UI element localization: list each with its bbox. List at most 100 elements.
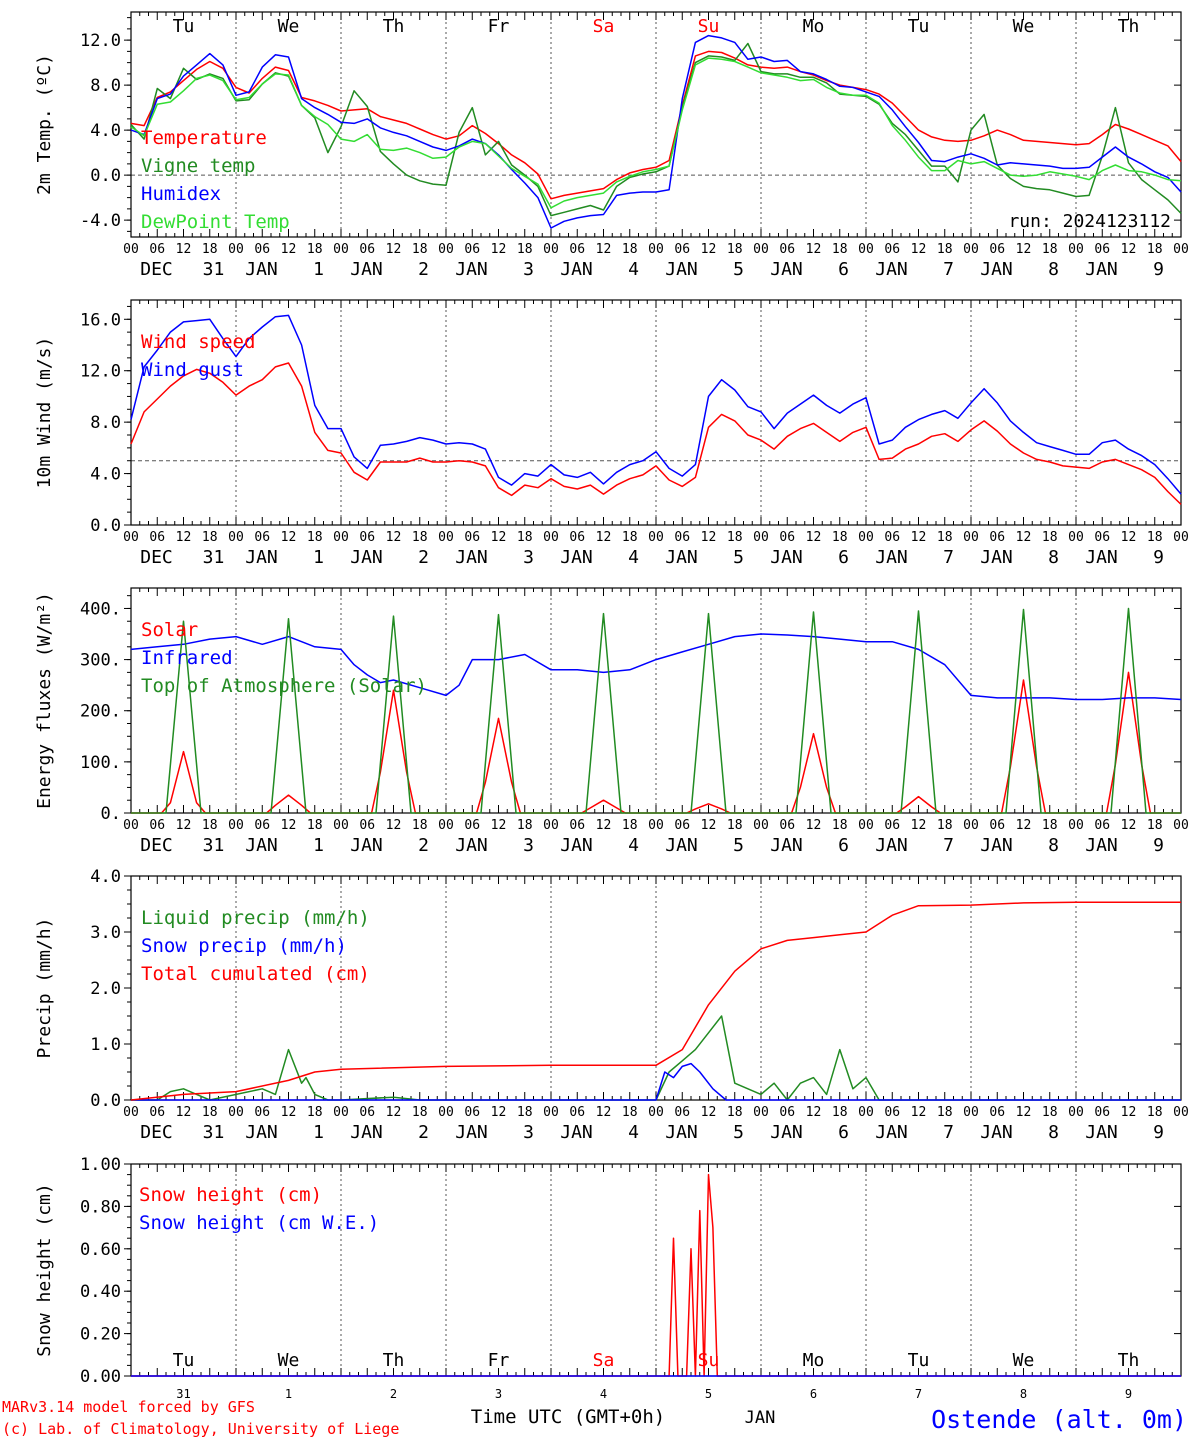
x-hour-label: 00: [963, 242, 979, 257]
x-hour-label: 00: [648, 818, 664, 833]
x-hour-label: 06: [779, 530, 795, 545]
date-month-label: JAN: [770, 547, 803, 568]
x-hour-label: 00: [1068, 242, 1084, 257]
x-hour-label: 06: [884, 1105, 900, 1120]
x-hour-label: 00: [333, 242, 349, 257]
lab-credit: (c) Lab. of Climatology, University of L…: [2, 1420, 399, 1438]
date-month-label: JAN: [245, 835, 278, 856]
x-hour-label: 18: [412, 242, 428, 257]
run-label: run: 2024123112: [1008, 211, 1171, 232]
x-hour-label: 06: [359, 818, 375, 833]
y-tick-label: 300.: [80, 651, 121, 671]
date-day-label: 31: [203, 259, 225, 280]
x-hour-label: 00: [1068, 530, 1084, 545]
x-hour-label: 18: [412, 530, 428, 545]
x-hour-label: 18: [727, 818, 743, 833]
x-hour-label: 18: [1147, 242, 1163, 257]
date-month-label: DEC: [140, 1122, 173, 1143]
x-hour-label: 18: [832, 530, 848, 545]
x-hour-label: 00: [543, 1105, 559, 1120]
x-axis-title: Time UTC (GMT+0h): [471, 1406, 665, 1428]
date-day-label: 6: [838, 835, 849, 856]
date-month-label: JAN: [980, 835, 1013, 856]
day-of-week-label: Sa: [593, 1350, 615, 1371]
legend-entry: Infrared: [141, 647, 233, 669]
date-month-label: JAN: [665, 259, 698, 280]
date-day-label: 31: [203, 835, 225, 856]
date-day-label: 31: [203, 547, 225, 568]
date-day-label: 8: [1048, 259, 1059, 280]
x-hour-label: 12: [176, 1105, 192, 1120]
station-name: Ostende (alt. 0m): [931, 1405, 1187, 1434]
series-wind-speed: [130, 362, 1182, 505]
x-hour-label: 18: [622, 1105, 638, 1120]
x-hour-label: 06: [1094, 530, 1110, 545]
x-hour-label: 06: [989, 1105, 1005, 1120]
x-hour-label: 18: [202, 242, 218, 257]
x-hour-label: 18: [202, 1105, 218, 1120]
x-hour-label: 18: [622, 818, 638, 833]
date-month-label: JAN: [455, 1122, 488, 1143]
x-axis-month: JAN: [745, 1408, 776, 1428]
legend-entry: Snow height (cm W.E.): [139, 1212, 379, 1234]
model-credit: MARv3.14 model forced by GFS: [2, 1398, 255, 1416]
x-hour-label: 00: [753, 1105, 769, 1120]
date-day-label: 5: [733, 259, 744, 280]
day-of-week-label: Su: [698, 16, 720, 37]
day-of-week-label: Tu: [173, 16, 195, 37]
y-tick-label: 12.0: [80, 31, 121, 51]
y-axis-title: Snow height (cm): [34, 1183, 55, 1356]
date-day-label: 5: [733, 547, 744, 568]
y-tick-label: 200.: [80, 702, 121, 722]
date-month-label: JAN: [770, 259, 803, 280]
x-day-number: 2: [390, 1387, 397, 1401]
date-day-label: 9: [1153, 835, 1164, 856]
y-tick-label: -4.0: [80, 211, 121, 231]
x-hour-label: 06: [674, 242, 690, 257]
x-hour-label: 18: [307, 242, 323, 257]
date-day-label: 1: [313, 1122, 324, 1143]
x-hour-label: 00: [1068, 1105, 1084, 1120]
x-hour-label: 06: [569, 818, 585, 833]
x-hour-label: 18: [937, 818, 953, 833]
panel-energy: 0. 100. 200. 300. 400. Energy fluxes (W/m²) 00…: [34, 587, 1189, 856]
x-hour-label: 12: [1016, 242, 1032, 257]
x-hour-label: 00: [228, 242, 244, 257]
date-day-label: 3: [523, 835, 534, 856]
date-month-label: JAN: [980, 547, 1013, 568]
x-hour-label: 18: [1147, 530, 1163, 545]
y-axis-title: 10m Wind (m/s): [34, 337, 55, 489]
date-day-label: 31: [203, 1122, 225, 1143]
date-month-label: JAN: [560, 259, 593, 280]
x-hour-label: 00: [648, 242, 664, 257]
x-hour-label: 18: [727, 1105, 743, 1120]
y-tick-label: 0.20: [80, 1325, 121, 1345]
day-of-week-label: Sa: [593, 16, 615, 37]
date-month-label: JAN: [1085, 835, 1118, 856]
date-day-label: 3: [523, 1122, 534, 1143]
day-of-week-label: Th: [383, 1350, 405, 1371]
date-month-label: JAN: [245, 1122, 278, 1143]
x-hour-label: 12: [281, 818, 297, 833]
x-hour-label: 12: [1121, 1105, 1137, 1120]
x-hour-label: 00: [648, 530, 664, 545]
x-hour-label: 12: [1016, 1105, 1032, 1120]
x-hour-label: 00: [543, 242, 559, 257]
x-hour-label: 06: [254, 1105, 270, 1120]
x-day-number: 6: [810, 1387, 817, 1401]
date-month-label: JAN: [665, 1122, 698, 1143]
date-day-label: 4: [628, 835, 639, 856]
x-hour-label: 12: [911, 818, 927, 833]
legend-entry: Wind speed: [141, 331, 255, 353]
y-tick-label: 2.0: [90, 979, 121, 999]
legend-entry: DewPoint Temp: [141, 211, 290, 233]
x-hour-label: 06: [989, 818, 1005, 833]
x-hour-label: 00: [228, 1105, 244, 1120]
date-month-label: JAN: [665, 835, 698, 856]
x-hour-label: 06: [569, 530, 585, 545]
y-tick-label: 8.0: [90, 413, 121, 433]
legend-entry: Top of Atmosphere (Solar): [141, 675, 427, 697]
x-hour-label: 06: [569, 242, 585, 257]
x-hour-label: 06: [1094, 1105, 1110, 1120]
